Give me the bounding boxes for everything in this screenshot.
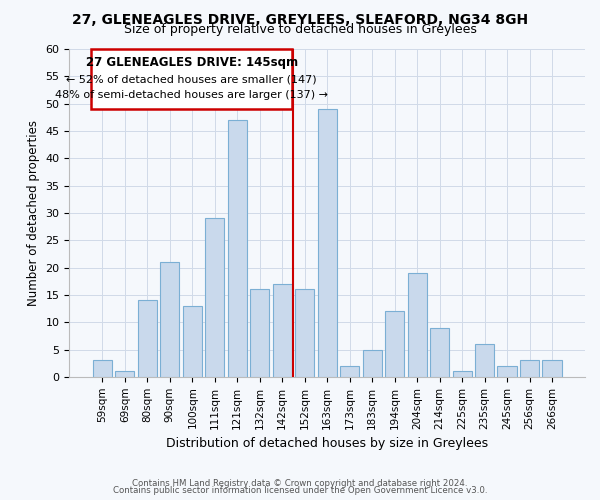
Bar xyxy=(115,372,134,377)
Bar xyxy=(160,262,179,377)
Bar xyxy=(497,366,517,377)
Y-axis label: Number of detached properties: Number of detached properties xyxy=(27,120,40,306)
Bar xyxy=(385,312,404,377)
Bar xyxy=(407,273,427,377)
Bar xyxy=(205,218,224,377)
Bar xyxy=(520,360,539,377)
Text: ← 52% of detached houses are smaller (147): ← 52% of detached houses are smaller (14… xyxy=(67,74,317,84)
Bar xyxy=(138,300,157,377)
Bar xyxy=(183,306,202,377)
Text: Size of property relative to detached houses in Greylees: Size of property relative to detached ho… xyxy=(124,22,476,36)
Bar xyxy=(340,366,359,377)
Bar xyxy=(272,284,292,377)
Bar xyxy=(362,350,382,377)
Bar xyxy=(452,372,472,377)
Text: Contains HM Land Registry data © Crown copyright and database right 2024.: Contains HM Land Registry data © Crown c… xyxy=(132,478,468,488)
Bar xyxy=(542,360,562,377)
Bar xyxy=(250,290,269,377)
Text: Contains public sector information licensed under the Open Government Licence v3: Contains public sector information licen… xyxy=(113,486,487,495)
Text: 27 GLENEAGLES DRIVE: 145sqm: 27 GLENEAGLES DRIVE: 145sqm xyxy=(86,56,298,69)
Bar xyxy=(430,328,449,377)
Text: 27, GLENEAGLES DRIVE, GREYLEES, SLEAFORD, NG34 8GH: 27, GLENEAGLES DRIVE, GREYLEES, SLEAFORD… xyxy=(72,12,528,26)
Bar xyxy=(317,109,337,377)
Bar xyxy=(93,360,112,377)
X-axis label: Distribution of detached houses by size in Greylees: Distribution of detached houses by size … xyxy=(166,437,488,450)
Text: 48% of semi-detached houses are larger (137) →: 48% of semi-detached houses are larger (… xyxy=(55,90,328,101)
Bar xyxy=(91,49,292,109)
Bar xyxy=(228,120,247,377)
Bar xyxy=(295,290,314,377)
Bar xyxy=(475,344,494,377)
